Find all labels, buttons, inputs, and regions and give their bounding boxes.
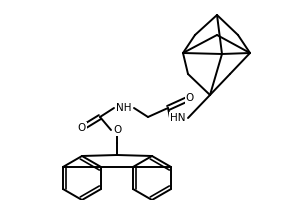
Text: NH: NH [116, 103, 132, 113]
Text: O: O [186, 93, 194, 103]
Text: O: O [78, 123, 86, 133]
Text: O: O [113, 125, 121, 135]
Text: HN: HN [170, 113, 186, 123]
